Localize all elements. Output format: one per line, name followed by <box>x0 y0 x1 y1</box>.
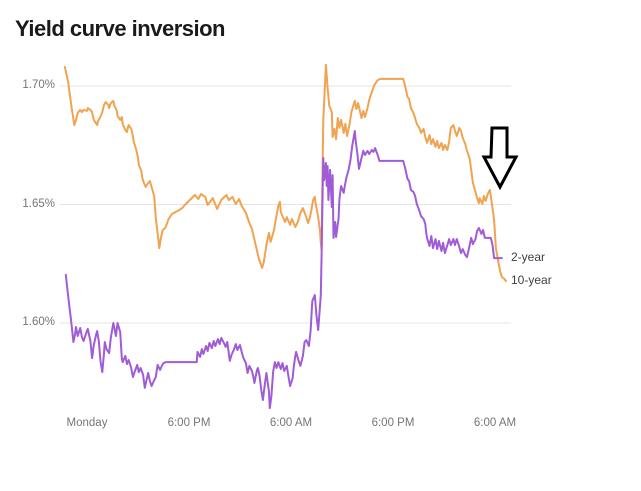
down-arrow-annotation <box>481 126 519 191</box>
x-axis-tick-label: 6:00 AM <box>473 417 517 429</box>
y-axis-tick-label: 1.60% <box>22 316 55 328</box>
chart-title: Yield curve inversion <box>15 16 226 41</box>
series-label-2-year: 2-year <box>511 250 546 265</box>
x-axis-tick-label: 6:00 PM <box>371 417 415 429</box>
y-axis-tick-label: 1.65% <box>22 197 55 210</box>
series-line-10-year <box>63 63 507 283</box>
series-label-10-year: 10-year <box>511 273 552 288</box>
x-axis-tick-label: 6:00 AM <box>269 417 313 429</box>
x-axis-tick-label: Monday <box>66 417 108 429</box>
x-axis-tick-label: 6:00 PM <box>167 417 211 429</box>
series-line-2-year <box>64 130 503 410</box>
y-axis-tick-label: 1.70% <box>22 79 55 91</box>
